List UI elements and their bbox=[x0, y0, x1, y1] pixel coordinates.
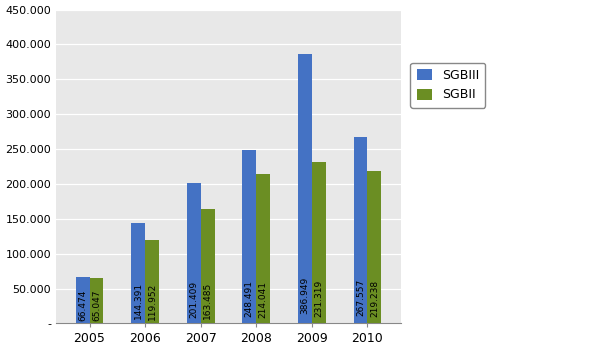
Text: 386.949: 386.949 bbox=[301, 277, 310, 314]
Bar bbox=[187, 183, 200, 323]
Text: 201.409: 201.409 bbox=[189, 281, 198, 318]
Bar bbox=[200, 210, 215, 323]
Bar bbox=[242, 150, 256, 323]
Bar bbox=[145, 240, 159, 323]
Text: 65.047: 65.047 bbox=[92, 289, 101, 321]
Text: 214.041: 214.041 bbox=[259, 280, 268, 318]
Text: 267.557: 267.557 bbox=[356, 279, 365, 316]
Legend: SGBIII, SGBII: SGBIII, SGBII bbox=[410, 63, 485, 108]
Text: 163.485: 163.485 bbox=[203, 282, 212, 319]
Text: 144.391: 144.391 bbox=[134, 282, 143, 319]
Bar bbox=[312, 162, 326, 323]
Text: 231.319: 231.319 bbox=[314, 280, 323, 317]
Text: 66.474: 66.474 bbox=[78, 289, 87, 320]
Text: 219.238: 219.238 bbox=[370, 280, 379, 317]
Bar bbox=[353, 137, 367, 323]
Bar bbox=[89, 278, 103, 323]
Bar bbox=[76, 277, 89, 323]
Bar bbox=[367, 171, 382, 323]
Text: 248.491: 248.491 bbox=[245, 280, 254, 317]
Text: 119.952: 119.952 bbox=[148, 282, 157, 319]
Bar bbox=[131, 223, 145, 323]
Bar bbox=[298, 54, 312, 323]
Bar bbox=[256, 174, 270, 323]
